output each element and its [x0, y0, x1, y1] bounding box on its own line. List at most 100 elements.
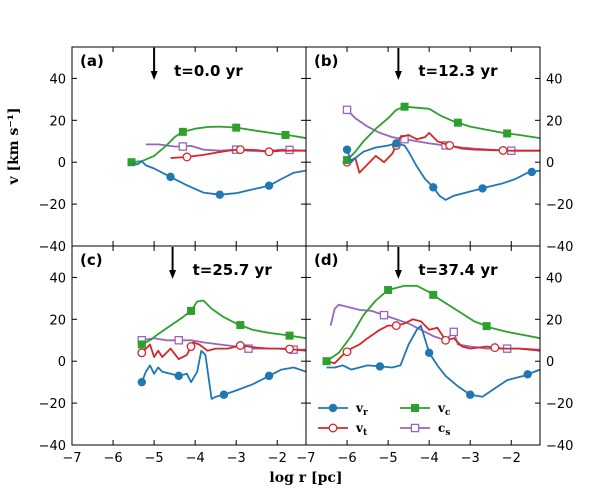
panel-1: (a) t=0.0 yr [80, 48, 306, 199]
data-point-vt [445, 141, 455, 150]
y-tick-label: 20 [49, 313, 66, 328]
data-point-vc [236, 321, 245, 330]
data-point-vr [174, 371, 183, 381]
x-tick-label: −5 [145, 451, 164, 466]
y-tick-label: 20 [546, 313, 563, 328]
data-point-vt [490, 343, 500, 353]
panel-label: (d) [314, 251, 338, 269]
y-tick-label: 20 [49, 114, 66, 129]
radius-arrow [394, 48, 402, 80]
panel-4: (d) t=37.4 yr [314, 247, 540, 399]
y-tick-label: −40 [39, 240, 66, 255]
panel-3: (c) t=25.7 yr [80, 247, 306, 400]
series-line-vc [131, 125, 306, 164]
data-point-vc [178, 127, 187, 136]
data-point-vr [215, 190, 224, 199]
y-tick-label: 0 [58, 355, 66, 370]
legend-label: cs [438, 421, 450, 438]
legend-marker-vt [328, 423, 338, 433]
x-tick-label: −5 [379, 451, 398, 466]
data-point-vc [281, 130, 290, 139]
data-point-vr [466, 390, 475, 399]
time-label: t=0.0 yr [174, 62, 243, 80]
x-tick-label: −4 [420, 451, 439, 466]
data-point-vc [232, 123, 241, 132]
x-tick-label: −6 [337, 451, 356, 466]
legend: vr vc vt cs [318, 401, 451, 438]
data-point-vt [391, 321, 401, 331]
data-point-cs [449, 327, 459, 337]
data-point-vr [375, 362, 385, 371]
series-line-vr [131, 160, 306, 196]
data-point-vc [137, 340, 146, 349]
x-tick-label: −3 [461, 451, 480, 466]
data-point-vr [342, 145, 352, 154]
data-point-vc [343, 156, 352, 165]
data-point-vc [503, 129, 512, 138]
data-point-vr [527, 167, 536, 177]
data-point-vt [235, 341, 245, 350]
y-tick-label: 0 [546, 355, 554, 370]
radius-arrow [394, 247, 402, 279]
y-tick-label: −40 [546, 439, 573, 454]
y-tick-label: 40 [546, 72, 563, 87]
radius-arrow [169, 247, 177, 279]
data-point-vt [235, 145, 245, 155]
data-point-vr [219, 390, 229, 399]
data-point-vt [137, 348, 147, 358]
data-point-vr [429, 183, 438, 192]
y-tick-label: −20 [546, 198, 573, 213]
y-tick-label: 0 [58, 156, 66, 171]
data-point-vr [137, 377, 146, 387]
data-point-vt [264, 147, 274, 157]
data-point-vc [400, 102, 409, 111]
series-line-cs [329, 303, 540, 351]
data-point-vr [264, 371, 274, 381]
series-line-vr [140, 349, 306, 400]
data-point-vt [182, 152, 192, 162]
data-point-vt [285, 344, 295, 354]
x-tick-label: −4 [186, 451, 205, 466]
legend-label: vr [355, 401, 368, 418]
panel-label: (c) [80, 251, 103, 269]
series-line-vc [325, 284, 540, 362]
y-tick-label: 40 [49, 72, 66, 87]
x-tick-label: −3 [227, 451, 246, 466]
data-point-cs [244, 344, 253, 353]
time-label: t=12.3 yr [418, 62, 498, 80]
data-point-vr [523, 370, 532, 379]
series-line-cs [145, 143, 306, 153]
legend-item-cs: cs [400, 421, 450, 438]
series-line-vt [141, 341, 306, 360]
legend-label: vt [355, 421, 368, 438]
data-point-vt [342, 347, 352, 357]
time-label: t=25.7 yr [193, 261, 273, 279]
series-line-vc [346, 105, 540, 161]
data-point-vr [166, 172, 175, 182]
series-line-vr [326, 324, 540, 398]
x-tick-label: −6 [103, 451, 122, 466]
y-tick-label: 20 [546, 114, 563, 129]
data-point-vc [127, 158, 136, 167]
legend-item-vt: vt [318, 421, 368, 438]
legend-marker-cs [410, 423, 420, 433]
series-line-vt [326, 318, 540, 365]
series-line-vc [141, 299, 306, 346]
legend-marker-vr [328, 403, 338, 413]
data-point-vr [478, 184, 487, 193]
panel-frame [305, 245, 541, 446]
x-tick-label: −7 [62, 451, 81, 466]
data-point-vc [285, 331, 294, 340]
x-tick-label: −7 [296, 451, 315, 466]
data-point-cs [174, 336, 183, 345]
series-line-vt [346, 132, 540, 174]
data-point-vr [424, 348, 434, 358]
panel-label: (a) [80, 52, 104, 70]
y-tick-label: −20 [39, 198, 66, 213]
y-tick-label: −20 [39, 397, 66, 412]
radius-arrow [150, 48, 158, 80]
legend-label: vc [437, 401, 451, 418]
data-point-cs [178, 142, 188, 151]
legend-marker-vc [411, 404, 419, 412]
